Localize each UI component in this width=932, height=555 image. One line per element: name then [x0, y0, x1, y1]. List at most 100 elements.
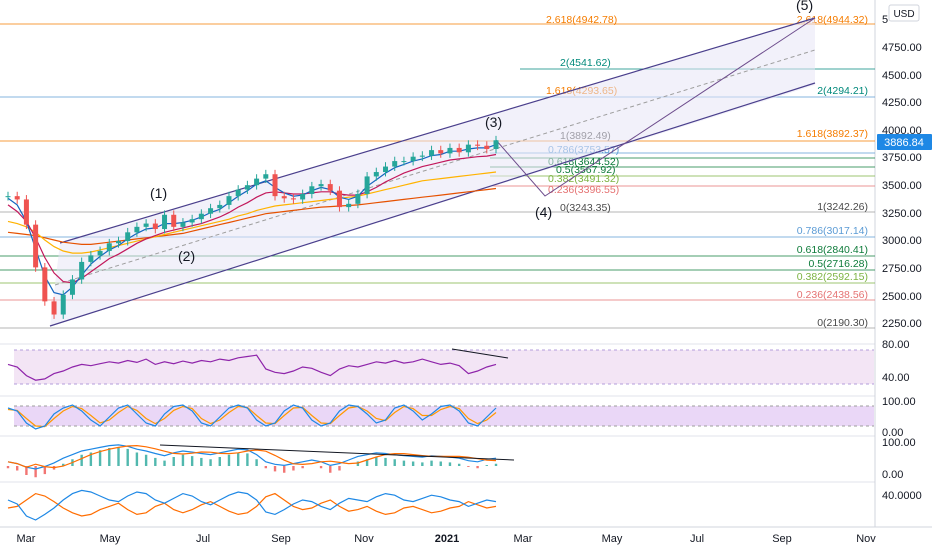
macd-hist-bar: [338, 466, 341, 471]
candle-body: [419, 155, 425, 157]
macd-hist-bar: [34, 466, 37, 478]
candle-body: [318, 184, 324, 187]
macd-hist-bar: [264, 466, 268, 469]
macd-line: [7, 444, 497, 470]
macd-hist-bar: [457, 463, 461, 466]
macd-hist-bar: [301, 466, 304, 469]
candle-body: [493, 140, 499, 150]
ma-200-line: [7, 187, 497, 245]
fib-left-label: 2(4541.62): [560, 57, 611, 69]
macd-hist-bar: [255, 459, 258, 466]
candle-body: [51, 301, 57, 315]
fib-right-label: 2(4294.21): [817, 85, 868, 97]
price-tick-label: 3250.00: [882, 208, 922, 220]
channel-upper-line: [59, 17, 816, 244]
fib-right-label: 0.382(2592.15): [797, 271, 868, 283]
candle-body: [208, 208, 214, 214]
macd-hist-bar: [117, 447, 120, 466]
macd-hist-bar: [411, 461, 415, 466]
price-tick-label: 5: [882, 14, 888, 26]
candle-body: [364, 176, 370, 194]
fib-right-label: 0.786(3017.14): [797, 225, 868, 237]
candle-body: [125, 232, 131, 242]
stoch-tick-label: 0.00: [882, 427, 903, 439]
macd-hist-bar: [89, 452, 93, 466]
candle-body: [189, 219, 195, 223]
macd-hist-bar: [393, 459, 396, 466]
candle-body: [272, 174, 278, 197]
price-tick-label: 3500.00: [882, 180, 922, 192]
macd-hist-bar: [25, 466, 28, 475]
candle-body: [23, 199, 29, 225]
macd-hist-bar: [273, 466, 277, 472]
macd-hist-bar: [200, 457, 203, 466]
candle-body: [33, 224, 39, 268]
macd-hist-bar: [80, 454, 83, 466]
macd-hist-bar: [126, 448, 129, 466]
fib-right-label: 1(3242.26): [817, 201, 868, 213]
candle-body: [152, 223, 158, 230]
macd-hist-bar: [62, 463, 65, 466]
macd-hist-bar: [402, 460, 406, 466]
wave-label: (5): [796, 0, 813, 13]
candle-body: [300, 193, 306, 200]
candle-body: [254, 178, 260, 186]
candle-body: [447, 147, 453, 154]
macd-hist-bar: [467, 466, 470, 467]
fib-left-label: 0.236(3396.55): [548, 184, 619, 196]
macd-hist-bar: [384, 457, 387, 466]
time-tick-label: May: [100, 533, 121, 545]
candle-body: [106, 243, 112, 251]
candle-body: [5, 196, 11, 198]
macd-hist-bar: [236, 452, 240, 466]
channel-fill: [50, 18, 815, 326]
macd-hist-bar: [154, 457, 157, 466]
candle-body: [97, 250, 103, 256]
time-tick-label: Mar: [17, 533, 36, 545]
time-tick-label: Sep: [271, 533, 291, 545]
macd-hist-bar: [6, 466, 10, 469]
macd-signal-line: [7, 444, 497, 469]
macd-hist-bar: [421, 462, 424, 466]
currency-label: USD: [893, 9, 914, 20]
time-tick-label: Nov: [354, 533, 374, 545]
macd-hist-bar: [209, 459, 212, 466]
macd-hist-bar: [135, 452, 139, 466]
rsi-band: [14, 350, 874, 384]
price-tick-label: 4250.00: [882, 97, 922, 109]
macd-hist-bar: [283, 466, 286, 473]
fib-right-label: 0.618(2840.41): [797, 244, 868, 256]
candle-body: [69, 279, 75, 295]
candle-body: [392, 161, 398, 167]
rsi-tick-label: 40.00: [882, 372, 910, 384]
candle-body: [198, 213, 204, 220]
rsi-line: [7, 354, 497, 381]
candle-body: [410, 156, 416, 162]
macd-hist-bar: [356, 461, 360, 466]
candle-body: [42, 267, 48, 302]
wave-label: (4): [535, 204, 552, 220]
macd-hist-bar: [190, 456, 194, 466]
currency-box: [888, 4, 920, 22]
candle-body: [429, 150, 435, 156]
candle-body: [401, 161, 407, 163]
candle-body: [244, 185, 250, 190]
candle-body: [438, 150, 444, 154]
channel-lower-line: [49, 82, 816, 327]
wave-path-line: [495, 17, 816, 197]
candle-body: [134, 226, 140, 233]
macd-hist-bar: [494, 463, 498, 466]
time-tick-label: Jul: [196, 533, 210, 545]
osc-orange-line: [7, 492, 497, 517]
candle-body: [484, 145, 490, 150]
price-tick-label: 2250.00: [882, 318, 922, 330]
candle-body: [336, 190, 342, 208]
candle-body: [180, 222, 186, 227]
macd-trendline: [159, 444, 515, 461]
macd-tick-label: 100.00: [882, 437, 916, 449]
fib-left-label: 2.618(4942.78): [546, 14, 617, 26]
macd-tick-label: 0.00: [882, 469, 903, 481]
candle-body: [281, 196, 287, 199]
